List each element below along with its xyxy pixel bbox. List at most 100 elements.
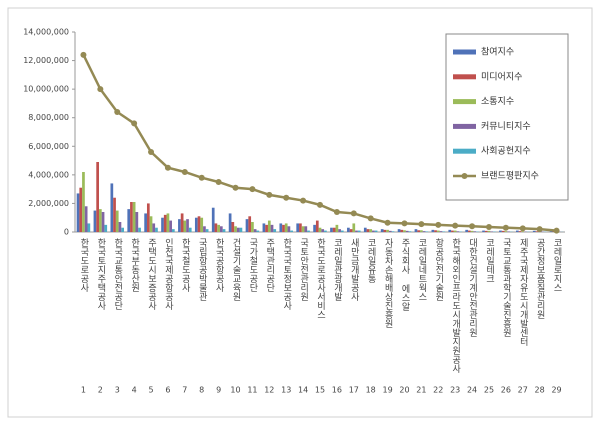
bar	[104, 224, 108, 232]
rank-label: 11	[247, 386, 257, 395]
bar	[245, 219, 249, 232]
y-tick-label: 6,000,000	[28, 142, 69, 151]
bar	[110, 183, 114, 232]
bar	[349, 229, 353, 232]
bar	[532, 230, 536, 232]
bar	[183, 220, 187, 232]
bar	[507, 231, 510, 232]
rank-label: 18	[366, 386, 376, 395]
bar	[146, 203, 150, 232]
line-marker	[97, 86, 104, 93]
bar	[234, 226, 237, 232]
y-tick-label: 10,000,000	[23, 85, 69, 94]
bar	[236, 227, 240, 232]
bar	[144, 213, 147, 232]
bar	[347, 227, 350, 232]
bar	[113, 197, 116, 232]
y-tick-label: 0	[64, 228, 69, 237]
bar	[222, 229, 226, 232]
category-label: 코레일관광개발	[332, 238, 342, 301]
line-marker	[232, 184, 239, 191]
bar	[372, 230, 375, 232]
legend-label: 커뮤니티지수	[481, 121, 531, 132]
bar	[321, 229, 325, 232]
category-label: 한국토지주택공사	[95, 238, 105, 311]
bar	[332, 227, 336, 232]
bar	[403, 230, 406, 232]
bar	[290, 230, 293, 232]
bar	[270, 224, 274, 232]
legend-label: 브랜드평판지수	[481, 171, 539, 182]
bar	[425, 231, 429, 232]
line-marker	[401, 220, 408, 227]
category-label: 한국국토정보공사	[281, 238, 291, 311]
bar	[504, 231, 508, 232]
legend-swatch	[453, 123, 476, 129]
rank-label: 6	[165, 386, 170, 395]
bar	[482, 230, 485, 232]
bar	[82, 172, 85, 232]
bar	[130, 202, 133, 232]
bar	[499, 230, 502, 232]
bar	[248, 216, 252, 232]
rank-label: 20	[399, 386, 409, 395]
bar	[115, 210, 119, 232]
bar	[161, 217, 164, 232]
line-marker	[164, 164, 171, 171]
bar	[374, 230, 378, 232]
category-label: 코레일테크	[484, 238, 494, 283]
y-tick-label: 14,000,000	[23, 28, 69, 37]
category-label: 인천국제공항공사	[163, 238, 173, 311]
rank-label: 14	[298, 386, 308, 395]
bar	[169, 220, 172, 232]
bar	[366, 229, 370, 232]
rank-label: 16	[332, 386, 342, 395]
category-label: 코레일네트웍스	[416, 238, 426, 301]
rank-label: 3	[115, 386, 120, 395]
bar	[369, 229, 373, 232]
line-marker	[418, 221, 425, 228]
line-marker	[452, 222, 459, 229]
rank-label: 12	[264, 386, 274, 395]
bar	[417, 230, 421, 232]
category-label: 한국부동산원	[129, 238, 139, 292]
bar	[296, 223, 300, 232]
bar	[239, 227, 243, 232]
bar	[487, 230, 491, 232]
bar	[149, 216, 153, 232]
bar	[76, 193, 80, 232]
rank-label: 28	[535, 386, 545, 395]
category-label: 국토교통과학기술진흥원	[501, 238, 511, 337]
bar	[118, 222, 122, 232]
bar	[251, 222, 254, 232]
rank-label: 7	[182, 386, 187, 395]
bar	[397, 229, 401, 232]
bar	[299, 223, 302, 232]
legend-label: 미디어지수	[481, 71, 522, 82]
bar	[357, 230, 361, 232]
bar	[273, 229, 277, 232]
bar	[282, 224, 285, 232]
line-marker	[283, 194, 290, 201]
bar	[186, 219, 189, 232]
bar	[453, 230, 457, 232]
bar	[132, 202, 136, 232]
category-label: 코레일유통	[366, 238, 376, 283]
bar	[355, 230, 358, 232]
category-label: 항공안전기술원	[433, 238, 443, 301]
bar	[98, 209, 102, 232]
bar	[456, 231, 460, 232]
legend-swatch	[453, 99, 476, 105]
bar	[284, 223, 288, 232]
category-label: 국토안전관리원	[298, 238, 308, 301]
bar	[439, 231, 443, 232]
bar	[214, 223, 218, 232]
rank-label: 13	[281, 386, 291, 395]
rank-label: 17	[349, 386, 359, 395]
bar	[138, 227, 141, 232]
bar	[521, 231, 525, 232]
bar	[324, 230, 327, 232]
bar	[228, 213, 232, 232]
line-marker	[215, 179, 222, 185]
bar	[414, 229, 418, 232]
